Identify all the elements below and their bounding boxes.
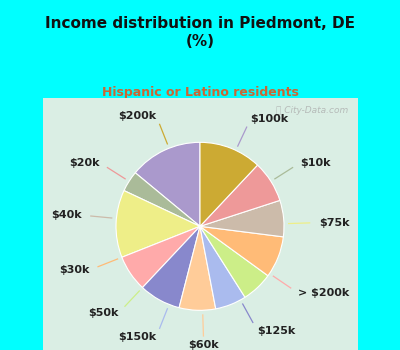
Text: $150k: $150k bbox=[118, 332, 156, 342]
Text: $40k: $40k bbox=[51, 210, 82, 220]
Text: $50k: $50k bbox=[88, 308, 118, 318]
Text: Income distribution in Piedmont, DE
(%): Income distribution in Piedmont, DE (%) bbox=[45, 16, 355, 49]
Wedge shape bbox=[200, 201, 284, 237]
Wedge shape bbox=[200, 165, 280, 226]
Text: ⓘ City-Data.com: ⓘ City-Data.com bbox=[276, 106, 348, 114]
Text: $20k: $20k bbox=[69, 158, 100, 168]
Text: $30k: $30k bbox=[59, 265, 89, 275]
Text: $10k: $10k bbox=[300, 158, 331, 168]
Text: $75k: $75k bbox=[319, 218, 350, 228]
Wedge shape bbox=[200, 226, 268, 297]
Wedge shape bbox=[200, 226, 283, 276]
Wedge shape bbox=[200, 142, 258, 226]
Wedge shape bbox=[135, 142, 200, 226]
Wedge shape bbox=[116, 190, 200, 257]
Bar bbox=[42, 98, 358, 350]
Wedge shape bbox=[179, 226, 216, 310]
Text: $125k: $125k bbox=[257, 326, 296, 336]
Wedge shape bbox=[124, 173, 200, 226]
Wedge shape bbox=[200, 226, 245, 309]
Text: $200k: $200k bbox=[118, 111, 156, 121]
Text: $60k: $60k bbox=[188, 340, 219, 350]
Text: $100k: $100k bbox=[251, 114, 289, 124]
Text: > $200k: > $200k bbox=[298, 288, 350, 298]
Wedge shape bbox=[122, 226, 200, 288]
Text: Hispanic or Latino residents: Hispanic or Latino residents bbox=[102, 86, 298, 99]
Wedge shape bbox=[142, 226, 200, 308]
